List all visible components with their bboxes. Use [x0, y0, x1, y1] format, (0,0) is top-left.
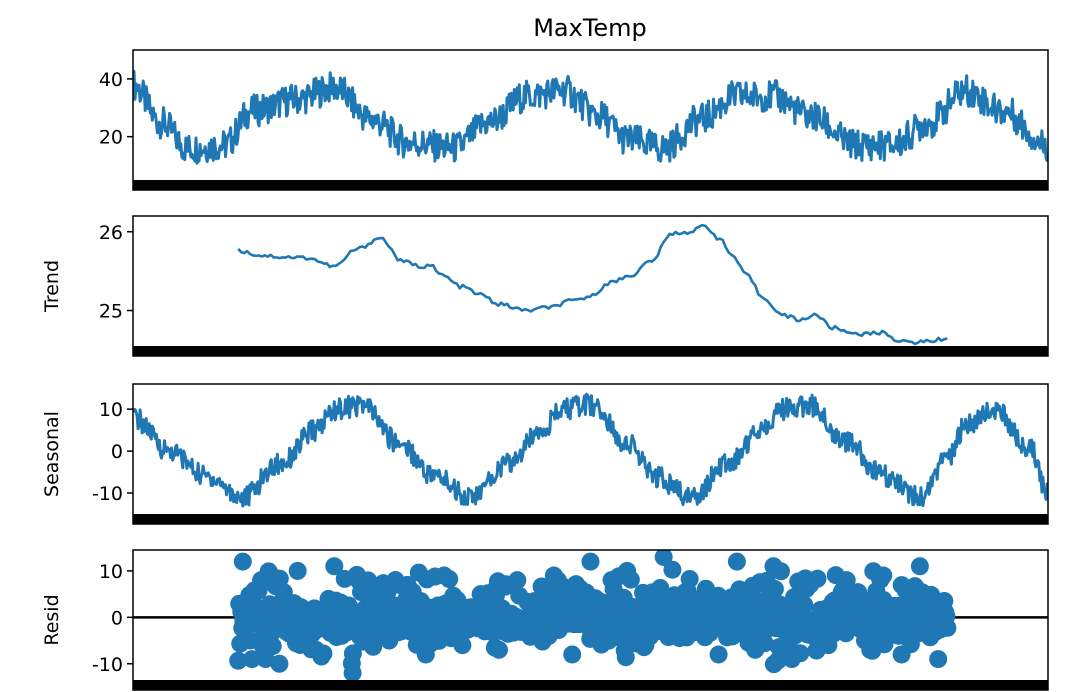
resid-point: [764, 557, 783, 576]
axes-frame: [132, 215, 1049, 357]
trend-line: [237, 223, 948, 346]
resid-point: [673, 622, 691, 641]
resid-point: [746, 640, 765, 659]
y-tick-label: 26: [99, 222, 123, 244]
resid-dot: [851, 588, 870, 607]
resid-point: [581, 552, 600, 571]
resid-point: [874, 566, 893, 585]
observed-line: [133, 69, 1048, 165]
resid-point: [288, 561, 307, 580]
resid-dot: [616, 648, 635, 667]
resid-dot: [343, 644, 362, 663]
resid-point: [252, 571, 271, 590]
panel-resid: -10 0 10 Resid: [41, 549, 1049, 691]
resid-dot: [270, 569, 289, 588]
panel-seasonal: -10 0 10 Seasonal: [41, 383, 1049, 525]
resid-point: [618, 561, 637, 580]
resid-point: [727, 552, 746, 571]
resid-point: [709, 645, 728, 664]
resid-point: [343, 664, 362, 683]
resid-point: [636, 636, 655, 655]
panel-trend: 25 26 Trend: [41, 215, 1049, 357]
resid-point: [599, 631, 618, 650]
resid-point: [398, 575, 417, 594]
y-tick-label: -10: [92, 483, 123, 505]
resid-dot: [263, 637, 282, 656]
resid-point: [691, 589, 710, 608]
resid-point: [435, 566, 454, 585]
resid-point: [563, 645, 582, 664]
axes-frame: [132, 383, 1049, 525]
plot-area-trend: [237, 223, 948, 346]
resid-point: [837, 571, 856, 590]
seasonal-line: [133, 392, 1048, 508]
y-tick-label: 25: [99, 301, 123, 323]
y-axis-label: Trend: [41, 260, 63, 313]
y-tick-label: 0: [111, 441, 123, 463]
resid-dot: [795, 595, 814, 614]
resid-dot: [768, 651, 787, 670]
y-tick-label: 40: [99, 69, 123, 91]
resid-dot: [938, 618, 957, 637]
resid-point: [819, 636, 838, 655]
resid-point: [490, 640, 508, 659]
plot-area-resid: [133, 550, 1048, 683]
resid-point: [242, 650, 261, 669]
x-tick-band: [133, 514, 1048, 524]
y-tick-label: 10: [99, 561, 123, 583]
axes-frame: [132, 549, 1049, 691]
resid-point: [361, 580, 380, 599]
resid-dot: [765, 580, 784, 599]
y-axis-label: Resid: [41, 594, 63, 645]
resid-dot: [680, 569, 699, 588]
resid-dot: [364, 637, 383, 656]
resid-point: [325, 557, 344, 576]
resid-point: [801, 575, 820, 594]
resid-point: [233, 552, 252, 571]
y-tick-label: 0: [111, 607, 123, 629]
x-tick-band: [133, 180, 1048, 190]
axes-frame: [132, 49, 1049, 191]
resid-point: [453, 636, 472, 655]
resid-point: [508, 571, 527, 590]
figure-title: MaxTemp: [533, 14, 647, 42]
resid-point: [416, 645, 435, 664]
plot-area-seasonal: [133, 392, 1048, 508]
resid-point: [782, 650, 801, 669]
plot-area-observed: [133, 69, 1048, 165]
x-tick-band: [133, 346, 1048, 356]
resid-point: [380, 631, 399, 650]
resid-point: [526, 626, 545, 645]
resid-point: [910, 557, 929, 576]
resid-point: [544, 566, 563, 585]
y-tick-label: -10: [92, 654, 123, 676]
resid-point: [892, 645, 911, 664]
resid-point: [654, 550, 673, 566]
resid-point: [270, 654, 289, 673]
resid-dot: [229, 651, 248, 670]
y-tick-label: 20: [99, 127, 123, 149]
y-axis-label: Seasonal: [41, 411, 63, 497]
resid-point: [929, 650, 948, 669]
x-tick-band: [133, 680, 1048, 690]
resid-point: [471, 585, 490, 604]
y-tick-label: 10: [99, 399, 123, 421]
resid-point: [856, 631, 874, 650]
resid-point: [307, 640, 325, 659]
resid-dot: [663, 560, 682, 579]
